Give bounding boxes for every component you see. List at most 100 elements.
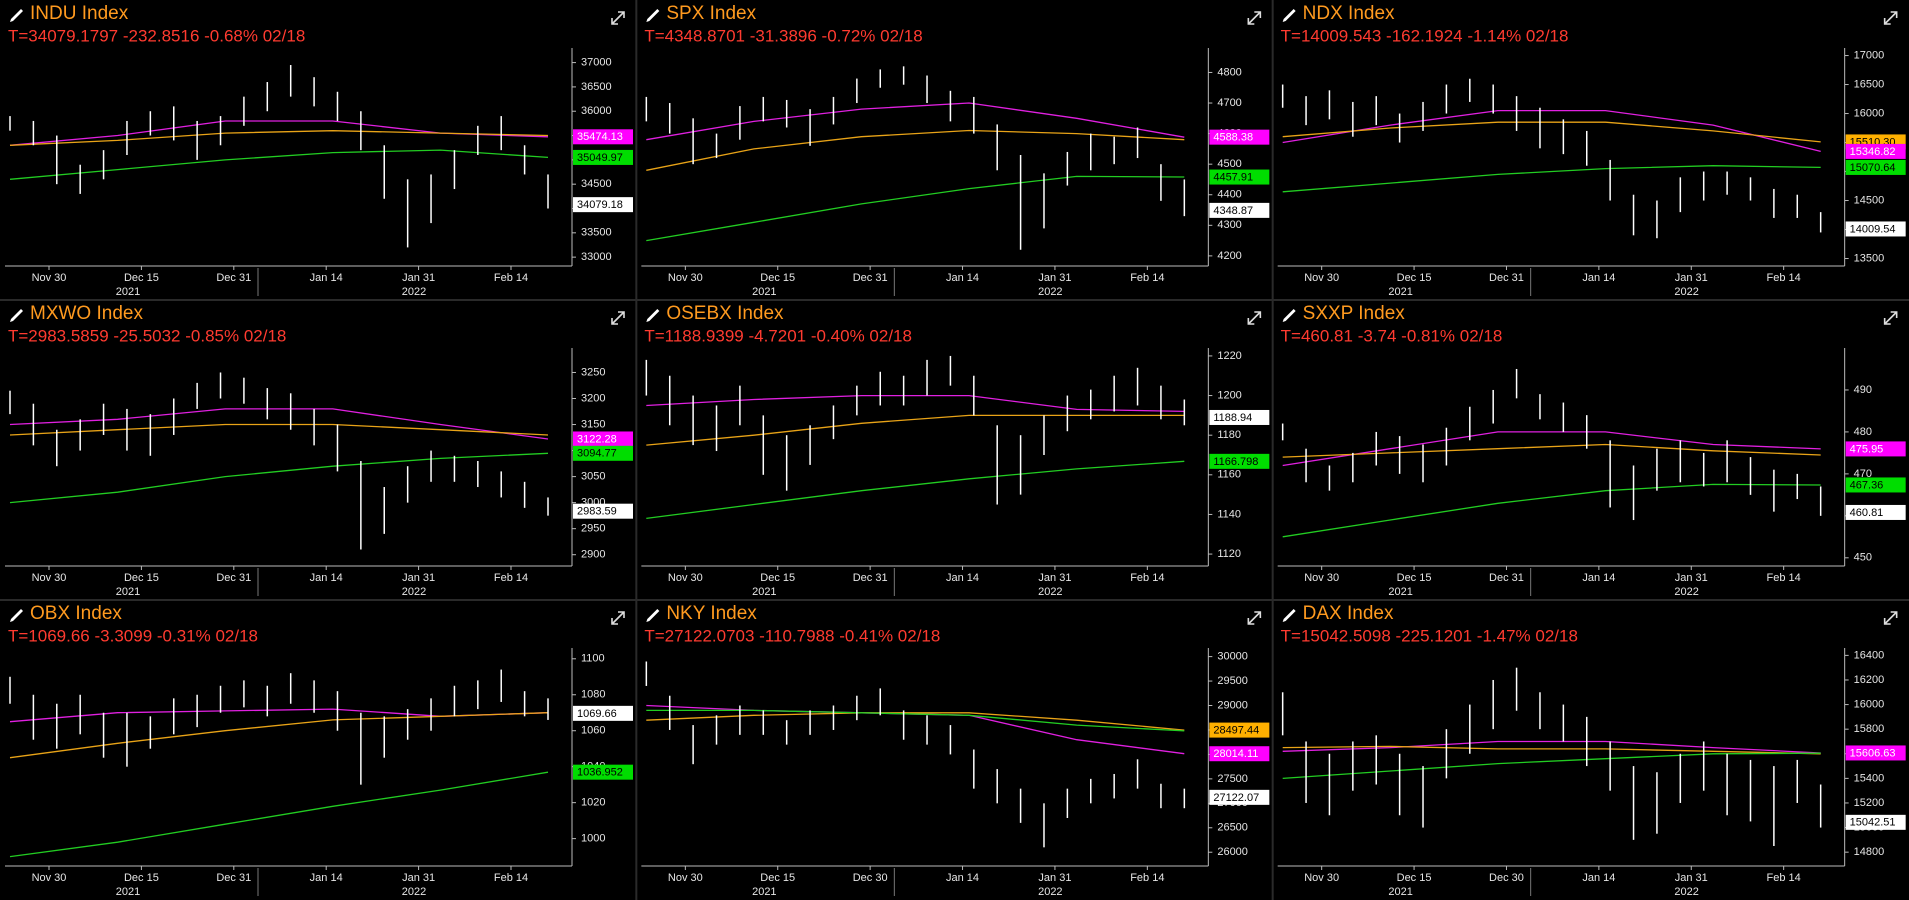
- year-label: 2022: [1038, 586, 1062, 598]
- y-tick-label: 4300: [1217, 219, 1241, 231]
- chart-title: DAX Index: [1303, 603, 1394, 624]
- value-tag: [1845, 143, 1906, 159]
- chart-panel: DAX Index T=15042.5098 -225.1201 -1.47% 0…: [1277, 603, 1906, 898]
- edit-icon[interactable]: [1282, 9, 1296, 22]
- year-label: 2022: [1674, 286, 1698, 298]
- x-tick-label: Feb 14: [494, 272, 528, 284]
- y-tick-label: 17000: [1854, 49, 1885, 61]
- chart-panel: MXWO Index T=2983.5859 -25.5032 -0.85% 02…: [5, 303, 633, 598]
- x-tick-label: Jan 14: [310, 272, 343, 284]
- value-tag: [573, 149, 633, 165]
- chart-panel: OBX Index T=1069.66 -3.3099 -0.31% 02/18 1…: [5, 603, 633, 898]
- value-tag-label: 1166.798: [1213, 456, 1258, 468]
- moving-average: [646, 460, 1185, 520]
- value-tag: [1845, 814, 1906, 830]
- moving-average: [9, 452, 549, 504]
- value-tag-label: 2983.59: [577, 506, 617, 518]
- chart-panel: NDX Index T=14009.543 -162.1924 -1.14% 02…: [1277, 3, 1906, 298]
- x-tick-label: Dec 15: [124, 872, 159, 884]
- y-tick-label: 2950: [581, 523, 605, 535]
- edit-icon[interactable]: [1282, 309, 1296, 322]
- value-tag: [573, 445, 633, 461]
- edit-icon[interactable]: [10, 609, 23, 622]
- value-tag: [1209, 169, 1270, 185]
- y-tick-label: 1100: [581, 653, 605, 665]
- value-tag-label: 3122.28: [577, 433, 617, 445]
- y-tick-label: 490: [1854, 384, 1872, 396]
- x-tick-label: Dec 31: [216, 572, 251, 584]
- edit-icon[interactable]: [10, 9, 23, 22]
- expand-icon[interactable]: [1883, 611, 1898, 625]
- value-tag: [1209, 202, 1270, 218]
- x-tick-label: Dec 31: [1489, 572, 1524, 584]
- quote-line: T=4348.8701 -31.3896 -0.72% 02/18: [644, 26, 922, 45]
- expand-icon[interactable]: [1247, 311, 1262, 325]
- value-tag: [1845, 745, 1906, 761]
- y-tick-label: 4400: [1217, 189, 1241, 201]
- y-tick-label: 29500: [1217, 675, 1248, 687]
- expand-icon[interactable]: [1247, 11, 1262, 25]
- x-tick-label: Feb 14: [1767, 872, 1801, 884]
- x-tick-label: Feb 14: [1130, 872, 1164, 884]
- moving-average: [646, 175, 1185, 242]
- y-tick-label: 14500: [1854, 194, 1885, 206]
- moving-average: [646, 394, 1185, 413]
- value-tag-label: 4588.38: [1213, 132, 1253, 144]
- expand-icon[interactable]: [1247, 611, 1262, 625]
- value-tag-label: 1036.952: [577, 767, 623, 779]
- y-tick-label: 1200: [1217, 389, 1241, 401]
- x-tick-label: Dec 31: [216, 872, 251, 884]
- chart-title: OBX Index: [30, 603, 122, 624]
- year-label: 2021: [1388, 286, 1412, 298]
- year-label: 2021: [752, 586, 776, 598]
- chart-title: SPX Index: [666, 3, 756, 24]
- x-tick-label: Dec 15: [124, 572, 159, 584]
- value-tag: [573, 431, 633, 447]
- value-tag-label: 28497.44: [1213, 724, 1259, 736]
- value-tag-label: 4348.87: [1213, 205, 1253, 217]
- edit-icon[interactable]: [1282, 609, 1296, 622]
- x-tick-label: Jan 14: [946, 572, 979, 584]
- y-tick-label: 1060: [581, 725, 605, 737]
- y-tick-label: 36500: [581, 81, 612, 93]
- chart-panel: SXXP Index T=460.81 -3.74 -0.81% 02/18 450…: [1277, 303, 1906, 598]
- x-tick-label: Nov 30: [1304, 272, 1339, 284]
- edit-icon[interactable]: [646, 609, 660, 622]
- value-tag-label: 34079.18: [577, 199, 623, 211]
- value-tag-label: 467.36: [1850, 479, 1884, 491]
- x-tick-label: Nov 30: [668, 572, 703, 584]
- expand-icon[interactable]: [611, 311, 625, 325]
- edit-icon[interactable]: [646, 309, 660, 322]
- expand-icon[interactable]: [611, 611, 625, 625]
- y-tick-label: 26500: [1217, 822, 1248, 834]
- x-tick-label: Dec 31: [853, 572, 888, 584]
- y-tick-label: 1220: [1217, 350, 1241, 362]
- expand-icon[interactable]: [611, 11, 625, 25]
- value-tag: [1845, 441, 1906, 457]
- moving-average: [9, 771, 549, 858]
- year-label: 2021: [116, 586, 140, 598]
- value-tag-label: 1188.94: [1213, 412, 1252, 424]
- x-tick-label: Feb 14: [494, 872, 528, 884]
- quote-line: T=15042.5098 -225.1201 -1.47% 02/18: [1281, 626, 1578, 645]
- value-tag: [1845, 159, 1906, 175]
- moving-average: [1282, 752, 1821, 780]
- edit-icon[interactable]: [646, 9, 660, 22]
- quote-line: T=14009.543 -162.1924 -1.14% 02/18: [1281, 26, 1569, 45]
- y-tick-label: 37000: [581, 56, 612, 68]
- y-tick-label: 15800: [1854, 723, 1885, 735]
- x-tick-label: Dec 30: [853, 872, 888, 884]
- value-tag: [1845, 221, 1906, 237]
- y-tick-label: 450: [1854, 552, 1872, 564]
- moving-average: [1282, 431, 1821, 467]
- edit-icon[interactable]: [10, 309, 23, 322]
- x-tick-label: Feb 14: [1130, 272, 1164, 284]
- value-tag: [573, 129, 633, 145]
- x-tick-label: Jan 31: [1675, 272, 1708, 284]
- quote-line: T=1188.9399 -4.7201 -0.40% 02/18: [644, 326, 912, 345]
- expand-icon[interactable]: [1883, 311, 1898, 325]
- y-tick-label: 15200: [1854, 797, 1885, 809]
- year-label: 2021: [116, 886, 140, 898]
- expand-icon[interactable]: [1883, 11, 1898, 25]
